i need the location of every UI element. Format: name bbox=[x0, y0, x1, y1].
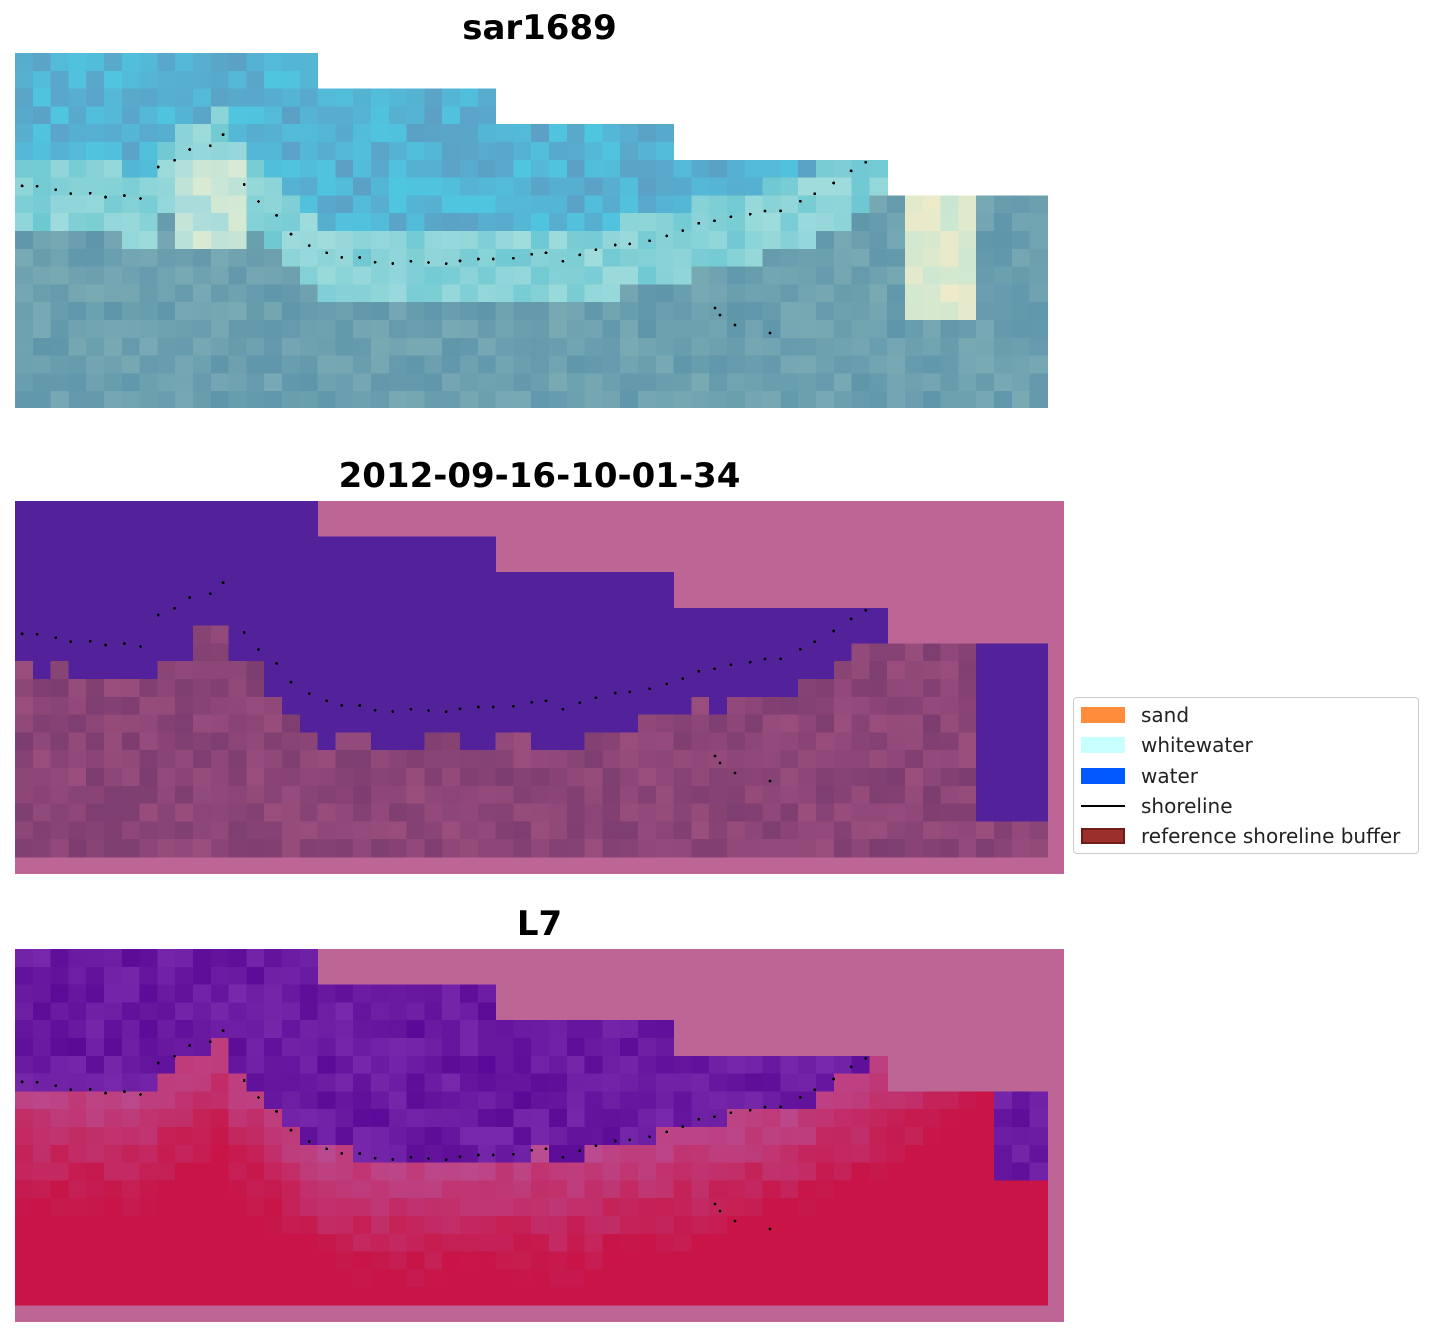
reference-buffer-swatch bbox=[1081, 828, 1125, 844]
legend-label-reference-buffer: reference shoreline buffer bbox=[1141, 824, 1401, 848]
legend-label-shoreline: shoreline bbox=[1141, 794, 1233, 818]
shoreline-points bbox=[20, 581, 868, 783]
classification-pixels bbox=[15, 501, 1064, 874]
legend-label-water: water bbox=[1141, 764, 1198, 788]
legend-item-reference-buffer: reference shoreline buffer bbox=[1081, 824, 1401, 848]
legend-item-whitewater: whitewater bbox=[1081, 733, 1253, 757]
legend-label-whitewater: whitewater bbox=[1141, 733, 1253, 757]
rgb-pixels bbox=[15, 53, 1048, 408]
water-swatch bbox=[1081, 768, 1125, 784]
legend-item-water: water bbox=[1081, 764, 1198, 788]
index-image-panel bbox=[15, 949, 1064, 1322]
whitewater-swatch bbox=[1081, 737, 1125, 753]
index-pixels bbox=[15, 949, 1064, 1322]
legend: sand whitewater water shoreline referenc… bbox=[1073, 697, 1419, 854]
classification-image-panel bbox=[15, 501, 1064, 874]
shoreline-points bbox=[20, 133, 868, 335]
rgb-image-panel bbox=[15, 53, 1048, 408]
shoreline-points bbox=[20, 1029, 868, 1231]
legend-label-sand: sand bbox=[1141, 703, 1190, 727]
sand-swatch bbox=[1081, 707, 1125, 723]
panel-title-classification: 2012-09-16-10-01-34 bbox=[338, 456, 741, 496]
legend-item-shoreline: shoreline bbox=[1081, 794, 1233, 818]
panel-title-rgb: sar1689 bbox=[462, 8, 617, 48]
panel-title-index: L7 bbox=[516, 904, 563, 944]
shoreline-line-swatch bbox=[1081, 805, 1125, 807]
legend-item-sand: sand bbox=[1081, 703, 1190, 727]
